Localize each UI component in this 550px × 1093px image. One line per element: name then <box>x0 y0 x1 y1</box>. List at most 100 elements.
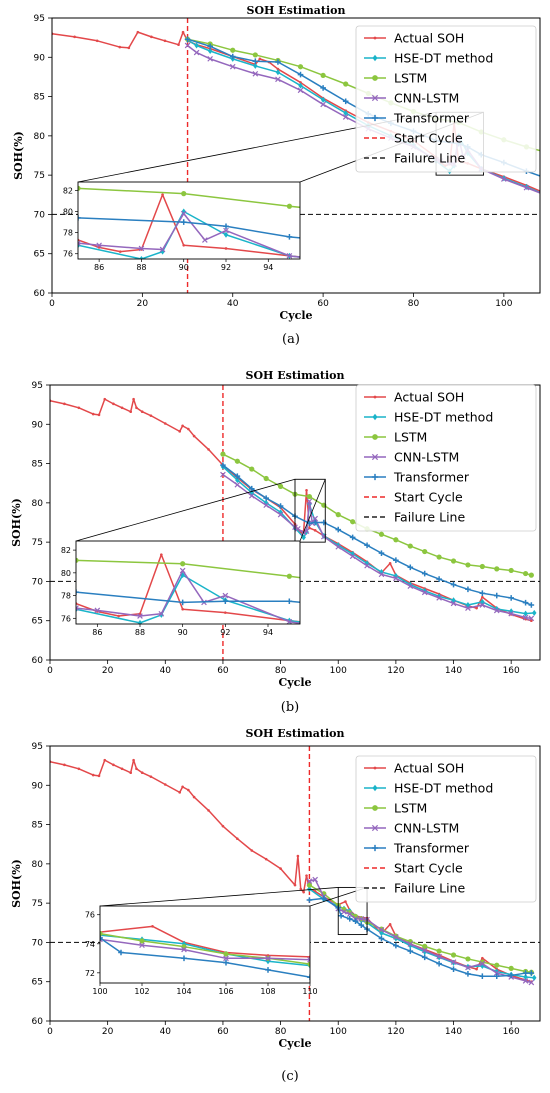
legend-marker-lstm <box>372 75 378 81</box>
y-tick-label: 90 <box>34 53 46 63</box>
point-actual-soh <box>91 412 95 416</box>
point-cnn-lstm <box>465 964 471 971</box>
point-actual-soh <box>178 430 182 433</box>
legend-item-lstm: LSTM <box>364 430 427 445</box>
point-transformer <box>312 519 318 526</box>
inset-point-actual-soh <box>224 247 228 250</box>
inset-point-actual-soh <box>117 614 120 618</box>
point-lstm <box>277 483 284 489</box>
inset-point-transformer <box>223 223 229 230</box>
inset-y-tick-label: 78 <box>61 592 71 601</box>
inset-x-tick-label: 86 <box>94 263 104 272</box>
point-hse-dt-method <box>207 48 213 54</box>
point-transformer <box>220 462 226 468</box>
panel-caption: (c) <box>281 1069 298 1084</box>
x-tick-label: 40 <box>160 1027 172 1037</box>
point-actual-soh <box>73 35 76 39</box>
legend-marker-transformer <box>371 114 379 122</box>
axes-frame <box>49 745 541 1022</box>
inset-point-transformer <box>223 959 229 966</box>
inset-point-cnn-lstm <box>96 242 102 249</box>
point-hse-dt-method <box>523 610 528 617</box>
point-cnn-lstm <box>207 56 213 62</box>
chart-panel-c: SOH Estimation 0 20 40 60 80 100 120 140 160 60 65 7… <box>0 720 550 1089</box>
point-transformer <box>349 534 356 541</box>
y-tick-label: 70 <box>34 210 46 220</box>
inset-point-cnn-lstm <box>159 246 166 253</box>
point-actual-soh <box>475 967 478 971</box>
inset-point-actual-soh <box>151 925 154 928</box>
point-cnn-lstm <box>407 941 414 947</box>
legend-item-transformer: Transformer <box>364 841 470 856</box>
legend-label: Actual SOH <box>394 761 464 776</box>
legend-item-start-cycle: Start Cycle <box>364 861 463 876</box>
point-cnn-lstm <box>528 615 535 622</box>
point-cnn-lstm <box>220 471 226 478</box>
point-lstm <box>297 64 304 70</box>
point-hse-dt-method <box>422 587 427 594</box>
point-cnn-lstm <box>358 916 365 922</box>
axes-frame <box>49 384 541 661</box>
point-actual-soh <box>118 45 122 49</box>
legend-marker-cnn-lstm <box>371 453 379 461</box>
point-transformer <box>248 485 255 492</box>
series-cnn-lstm <box>220 471 535 622</box>
point-actual-soh <box>207 809 210 812</box>
point-cnn-lstm <box>493 607 500 614</box>
legend-label: CNN-LSTM <box>394 91 459 106</box>
legend-item-lstm: LSTM <box>364 71 427 86</box>
legend-label: CNN-LSTM <box>394 450 459 465</box>
point-cnn-lstm <box>342 114 349 120</box>
y-tick-label: 75 <box>34 171 45 181</box>
point-hse-dt-method <box>408 942 413 949</box>
x-tick-label: 100 <box>330 1027 347 1037</box>
point-actual-soh <box>163 783 167 786</box>
point-actual-soh <box>187 788 190 792</box>
point-transformer <box>346 916 353 922</box>
inset-x-tick-label: 102 <box>134 987 149 996</box>
point-cnn-lstm <box>312 876 319 883</box>
point-cnn-lstm <box>450 959 457 965</box>
point-cnn-lstm <box>295 525 301 532</box>
point-cnn-lstm <box>252 70 259 77</box>
point-actual-soh <box>276 67 280 71</box>
point-cnn-lstm <box>346 911 353 917</box>
inset-zoom: 86 88 90 92 94 76 78 80 82 <box>63 181 301 272</box>
point-transformer <box>421 954 428 961</box>
point-lstm <box>234 458 240 464</box>
legend-item-start-cycle: Start Cycle <box>364 490 463 505</box>
point-lstm <box>252 52 258 58</box>
inset-point-cnn-lstm <box>286 253 293 259</box>
point-cnn-lstm <box>479 602 486 608</box>
point-transformer <box>263 495 269 501</box>
point-cnn-lstm <box>312 515 319 522</box>
x-tick-label: 120 <box>387 666 404 676</box>
inset-y-tick-label: 82 <box>61 546 71 555</box>
x-tick-label: 80 <box>408 299 420 309</box>
inset-point-lstm <box>307 961 310 967</box>
point-actual-soh <box>299 887 303 891</box>
point-lstm <box>479 563 485 570</box>
legend-label: CNN-LSTM <box>394 821 459 836</box>
inset-x-tick-label: 86 <box>92 628 102 637</box>
point-cnn-lstm <box>421 589 428 596</box>
legend-item-cnn-lstm: CNN-LSTM <box>364 821 459 836</box>
point-actual-soh <box>279 867 282 870</box>
inset-series-cnn-lstm <box>76 567 300 624</box>
legend-label: Failure Line <box>394 510 465 525</box>
legend: Actual SOH HSE-DT method LSTM CNN-LSTM Trans… <box>355 755 537 903</box>
inset-series-cnn-lstm <box>100 936 310 963</box>
point-cnn-lstm <box>393 575 399 582</box>
point-actual-soh <box>112 763 115 767</box>
y-axis-label: SOH(%) <box>10 859 23 908</box>
point-transformer <box>493 592 500 599</box>
point-cnn-lstm <box>248 492 255 499</box>
legend-item-cnn-lstm: CNN-LSTM <box>364 91 459 106</box>
y-tick-label: 75 <box>32 899 43 909</box>
y-tick-label: 60 <box>34 289 46 299</box>
point-transformer <box>275 59 281 65</box>
point-cnn-lstm <box>393 934 399 940</box>
legend-label: HSE-DT method <box>394 781 493 796</box>
x-tick-label: 80 <box>275 1027 287 1037</box>
point-transformer <box>335 526 342 533</box>
